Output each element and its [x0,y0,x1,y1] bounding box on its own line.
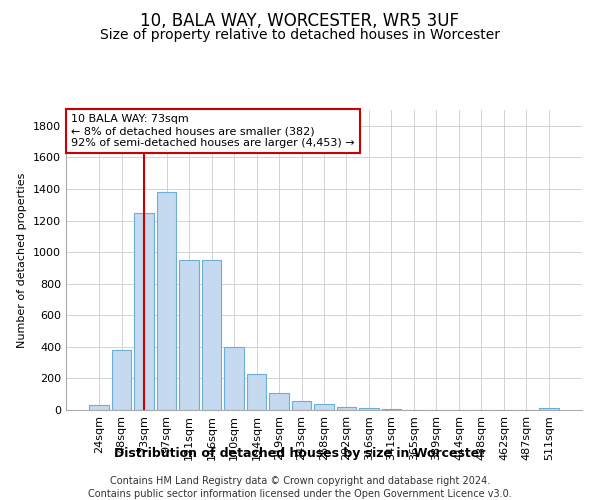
Bar [314,404,334,410]
Bar [382,409,401,410]
Bar [224,347,244,410]
Text: 10, BALA WAY, WORCESTER, WR5 3UF: 10, BALA WAY, WORCESTER, WR5 3UF [140,12,460,30]
Bar [539,408,559,410]
Bar [247,374,266,410]
Bar [179,260,199,410]
Text: Size of property relative to detached houses in Worcester: Size of property relative to detached ho… [100,28,500,42]
Bar [134,212,154,410]
Text: Contains public sector information licensed under the Open Government Licence v3: Contains public sector information licen… [88,489,512,499]
Y-axis label: Number of detached properties: Number of detached properties [17,172,28,348]
Bar [359,408,379,410]
Text: Distribution of detached houses by size in Worcester: Distribution of detached houses by size … [115,448,485,460]
Bar [157,192,176,410]
Bar [269,392,289,410]
Text: Contains HM Land Registry data © Crown copyright and database right 2024.: Contains HM Land Registry data © Crown c… [110,476,490,486]
Text: 10 BALA WAY: 73sqm
← 8% of detached houses are smaller (382)
92% of semi-detache: 10 BALA WAY: 73sqm ← 8% of detached hous… [71,114,355,148]
Bar [112,350,131,410]
Bar [202,260,221,410]
Bar [337,407,356,410]
Bar [89,406,109,410]
Bar [292,400,311,410]
